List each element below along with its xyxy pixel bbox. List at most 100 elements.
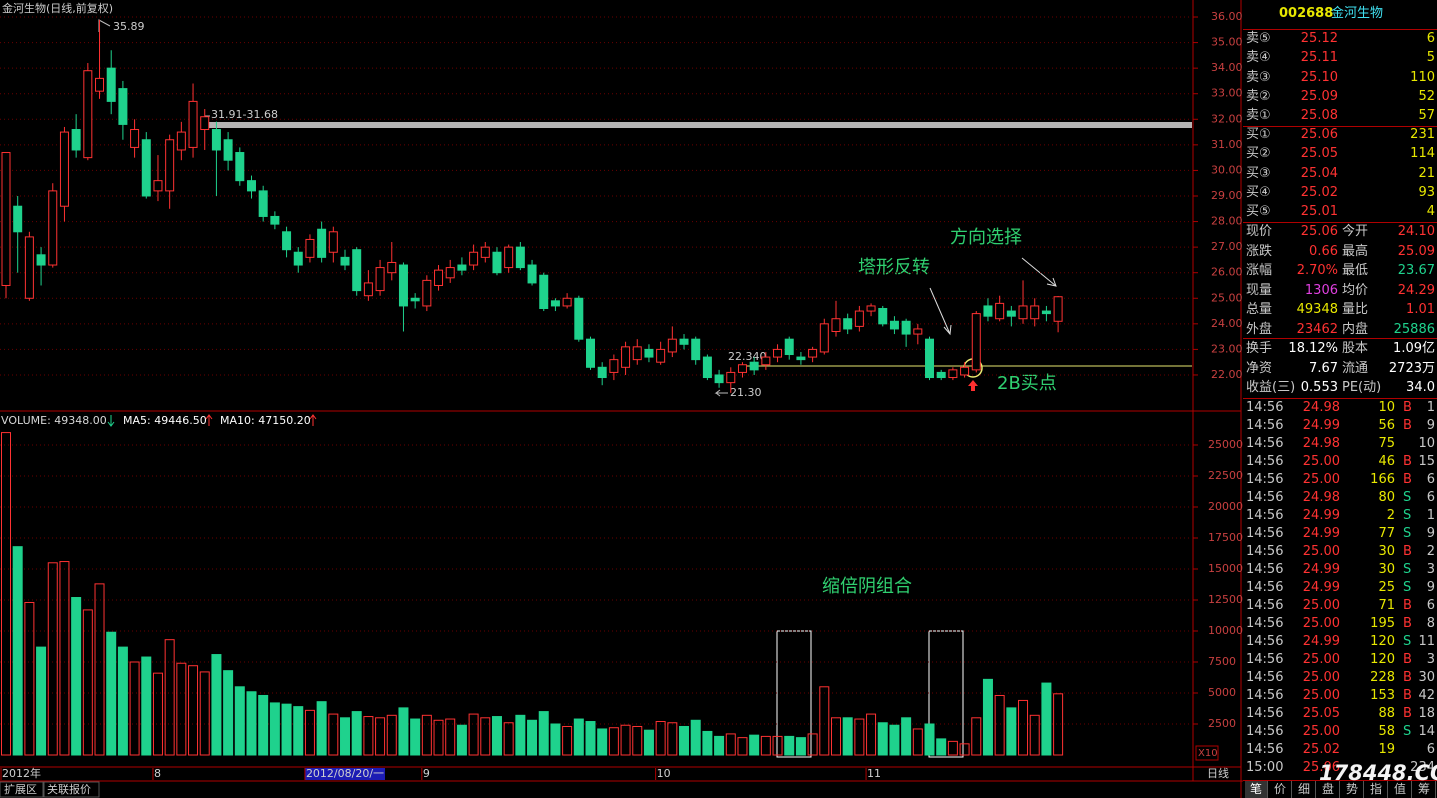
- separator: [1243, 398, 1437, 399]
- background: [0, 0, 1243, 798]
- candle-body: [878, 307, 888, 325]
- tab[interactable]: 笔: [1245, 781, 1268, 798]
- volume-bar: [538, 711, 549, 756]
- footer-tab[interactable]: 扩展区: [4, 782, 37, 796]
- stat-value: 23462: [1296, 321, 1338, 337]
- volume-bar: [702, 730, 713, 756]
- trade-price: 25.02: [1302, 742, 1340, 757]
- trade-time: 14:56: [1246, 706, 1284, 721]
- y-tick-label: 27.00: [1211, 240, 1243, 253]
- book-price: 25.01: [1300, 204, 1338, 220]
- candle-body: [13, 205, 23, 233]
- direction-arrow: [1046, 277, 1057, 287]
- candle-body: [621, 346, 631, 368]
- candle-body: [223, 139, 233, 161]
- trade-time: 14:56: [1246, 742, 1284, 757]
- stat-label: 均价: [1342, 282, 1369, 298]
- candle-body: [995, 302, 1005, 320]
- volume-bar: [94, 583, 105, 756]
- y-tick-label: 22500: [1208, 469, 1243, 482]
- volume-bar: [421, 714, 432, 756]
- candle-body: [1053, 296, 1063, 322]
- candle-body: [457, 264, 467, 271]
- volume-bar: [1006, 707, 1017, 756]
- trade-price: 24.99: [1302, 562, 1340, 577]
- trade-side: B: [1403, 616, 1412, 631]
- trade-time: 14:56: [1246, 562, 1284, 577]
- separator: [1243, 338, 1437, 339]
- highlight-box: [776, 630, 812, 758]
- trade-side: B: [1403, 472, 1412, 487]
- volume-bar: [527, 719, 538, 756]
- stat-value: 7.67: [1309, 360, 1338, 376]
- candle-body: [866, 305, 876, 312]
- book-volume: 93: [1418, 184, 1435, 200]
- volume-bar: [141, 656, 152, 756]
- candle-body: [1006, 310, 1016, 317]
- highlight-box: [928, 630, 964, 758]
- volume-bar: [760, 735, 771, 756]
- trade-volume: 228: [1370, 670, 1395, 685]
- tab[interactable]: 盘: [1317, 781, 1340, 798]
- x-tick-label: 9: [423, 767, 430, 780]
- tab[interactable]: 指: [1365, 781, 1388, 798]
- y-tick-label: 17500: [1208, 531, 1243, 544]
- trade-time: 14:56: [1246, 418, 1284, 433]
- trade-price: 25.00: [1302, 670, 1340, 685]
- trade-side: B: [1403, 670, 1412, 685]
- pattern-arrow: [943, 324, 952, 336]
- tab[interactable]: 细: [1293, 781, 1316, 798]
- tab[interactable]: 价: [1269, 781, 1292, 798]
- candle-body: [106, 67, 116, 102]
- candle-body: [153, 180, 163, 192]
- volume-bar: [901, 717, 912, 756]
- candle-body: [1, 152, 11, 286]
- volume-bar: [71, 597, 82, 756]
- candle-body: [176, 131, 186, 151]
- stat-value: 18.12%: [1288, 341, 1338, 356]
- tab[interactable]: 势: [1341, 781, 1364, 798]
- volume-bar: [772, 735, 783, 756]
- candle-body: [270, 215, 280, 225]
- x-tick-label: 2012年: [2, 766, 41, 780]
- volume-bar: [59, 561, 70, 756]
- candle-body: [971, 313, 981, 371]
- footer-tab[interactable]: 关联报价: [47, 782, 91, 796]
- book-label: 买③: [1246, 165, 1271, 181]
- candle-body: [36, 254, 46, 266]
- trade-count: 14: [1418, 724, 1435, 739]
- band-label: 31.91-31.68: [211, 108, 278, 121]
- trade-time: 14:56: [1246, 526, 1284, 541]
- tab[interactable]: 筹: [1413, 781, 1436, 798]
- volume-bar: [690, 719, 701, 756]
- watermark: 178448.COM: [1319, 761, 1437, 785]
- trade-price: 24.98: [1302, 400, 1340, 415]
- y-tick-label: 25.00: [1211, 291, 1243, 304]
- low-arrow: [715, 392, 721, 397]
- candle-body: [679, 338, 689, 345]
- y-tick-label: 33.00: [1211, 87, 1243, 100]
- trade-side: B: [1403, 706, 1412, 721]
- volume-bar: [456, 724, 467, 756]
- tab[interactable]: 值: [1389, 781, 1412, 798]
- volume-bar: [877, 722, 888, 756]
- separator: [1243, 222, 1437, 223]
- stat-label: 最高: [1342, 243, 1369, 259]
- trade-volume: 166: [1370, 472, 1395, 487]
- volume-bar: [82, 609, 93, 756]
- volume-bar: [632, 725, 643, 756]
- scale-label: X10: [1198, 748, 1218, 759]
- volume-bar: [854, 718, 865, 756]
- trade-count: 3: [1426, 562, 1435, 577]
- candle-body: [118, 88, 128, 125]
- candle-body: [363, 282, 373, 297]
- trade-count: 3: [1426, 652, 1435, 667]
- candle-body: [434, 269, 444, 286]
- candle-body: [586, 338, 595, 368]
- stat-value: 23.67: [1397, 263, 1435, 278]
- volume-bar: [36, 646, 47, 756]
- direction-label: 方向选择: [950, 227, 1022, 248]
- trade-count: 1: [1426, 508, 1435, 523]
- candle-body: [165, 139, 175, 192]
- trade-price: 25.05: [1302, 706, 1340, 721]
